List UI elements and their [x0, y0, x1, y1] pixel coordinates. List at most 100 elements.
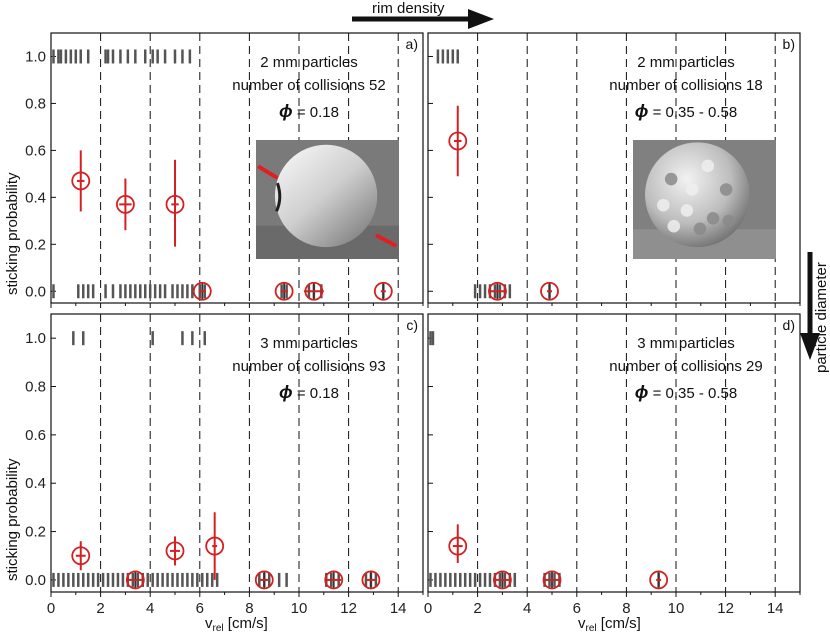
y-tick-label: 1.0 [25, 48, 46, 65]
panel-subtitle-particles: 2 mm particles [260, 54, 358, 71]
surface-bump [706, 212, 720, 225]
marker-circle [125, 570, 145, 590]
data-point [192, 281, 212, 301]
marker-circle [192, 281, 212, 301]
x-tick-label: 10 [291, 600, 308, 617]
marker-circle [324, 570, 344, 590]
panel-tag: b) [783, 36, 795, 52]
y-tick-label: 0.4 [25, 475, 46, 492]
panel-subtitle-collisions: number of collisions 52 [232, 77, 385, 94]
x-tick-label: 2 [96, 600, 104, 617]
x-tick-label: 2 [473, 600, 481, 617]
y-tick-label: 0.4 [25, 189, 46, 206]
rim-density-arrow: rim density [352, 0, 494, 29]
panel-c: 0 2 4 6 8 10 12 14 0.0 0.2 0.4 0.6 0.8 1.0 3 mm partic… [25, 313, 424, 617]
data-point [448, 524, 468, 563]
rim-arrow-left [256, 164, 279, 180]
data-point [205, 512, 225, 580]
surface-bump [667, 219, 681, 233]
marker-circle [492, 570, 512, 590]
marker-circle [542, 570, 562, 590]
y-tick-label: 1.0 [25, 330, 46, 347]
panel-subtitle-collisions: number of collisions 93 [232, 358, 385, 375]
data-point [125, 570, 145, 590]
data-point [542, 570, 562, 590]
marker-circle [448, 536, 468, 556]
x-tick-label: 12 [717, 600, 734, 617]
photo-inset [256, 140, 399, 259]
x-axis-title-right: vrel [cm/s] [578, 615, 641, 633]
panel-tag: c) [406, 317, 418, 333]
y-axis-title-bottom: sticking probability [4, 458, 21, 581]
y-tick-label: 0.8 [25, 95, 46, 112]
marker-circle [165, 541, 185, 561]
data-point [361, 570, 381, 590]
x-tick-label: 6 [573, 600, 581, 617]
surface-bump [722, 214, 736, 228]
panel-subtitle-particles: 3 mm particles [260, 335, 358, 352]
data-point [274, 281, 294, 301]
marker-circle [373, 281, 393, 301]
y-tick-label: 0.6 [25, 427, 46, 444]
plot-frame [427, 313, 801, 593]
rim-edge [275, 182, 282, 212]
data-point [324, 570, 344, 590]
panel-b: 2 mm particles number of collisions 18 ϕ =… [427, 32, 801, 308]
surface-bump [664, 172, 678, 186]
x-tick-label: 8 [245, 600, 253, 617]
surface-bump [693, 222, 707, 236]
smooth-particle-icon [274, 144, 378, 248]
y-tick-label: 0.2 [25, 236, 46, 253]
data-point [492, 570, 512, 590]
panel-subtitle-particles: 3 mm particles [637, 335, 735, 352]
x-tick-label: 0 [47, 600, 55, 617]
panel-tag: a) [406, 36, 418, 52]
x-tick-label: 10 [668, 600, 685, 617]
panel-subtitle-collisions: number of collisions 29 [609, 358, 762, 375]
x-tick-label: 4 [146, 600, 154, 617]
x-tick-label: 0 [424, 600, 432, 617]
y-tick-label: 0.8 [25, 379, 46, 396]
panel-phi-value: ϕ = 0.18 [279, 382, 339, 402]
panel-d: 0 2 4 6 8 10 12 14 3 mm particles number of colli… [424, 313, 801, 617]
surface-bump [685, 183, 699, 196]
surface-bump [680, 204, 694, 217]
x-tick-label: 14 [767, 600, 784, 617]
marker-circle [448, 131, 468, 151]
panel-subtitle-particles: 2 mm particles [637, 54, 735, 71]
data-point [71, 541, 91, 571]
surface-bump [657, 198, 670, 212]
panel-phi-value: ϕ = 0.35 - 0.58 [635, 382, 737, 402]
y-tick-label: 0.0 [25, 572, 46, 589]
photo-inset [633, 140, 776, 259]
marker-circle [71, 171, 91, 191]
data-point [303, 281, 324, 301]
data-point [448, 105, 468, 177]
data-point [540, 281, 559, 301]
marker-circle [254, 570, 274, 590]
x-tick-label: 14 [390, 600, 407, 617]
marker-circle [165, 194, 185, 214]
data-point [373, 281, 393, 301]
panel-subtitle-collisions: number of collisions 18 [609, 77, 762, 94]
data-point [488, 281, 507, 301]
marker-circle [540, 281, 559, 301]
particle-diameter-arrow: particle diameter [800, 252, 830, 373]
x-tick-label: 12 [340, 600, 357, 617]
data-point [649, 570, 669, 590]
marker-circle [205, 536, 225, 556]
y-tick-label: 0.6 [25, 142, 46, 159]
panel-a: 0.0 0.2 0.4 0.6 0.8 1.0 2 mm particles number o… [25, 32, 424, 308]
data-point [71, 150, 91, 212]
marker-circle [649, 570, 669, 590]
plot-frame [50, 32, 424, 304]
plot-frame [50, 313, 424, 593]
particle-diameter-label: particle diameter [813, 262, 830, 373]
marker-circle [488, 281, 507, 301]
data-point [165, 536, 185, 566]
panel-phi-value: ϕ = 0.35 - 0.58 [635, 101, 737, 121]
surface-bump [701, 159, 715, 173]
x-tick-label: 4 [523, 600, 531, 617]
marker-circle [71, 546, 91, 566]
